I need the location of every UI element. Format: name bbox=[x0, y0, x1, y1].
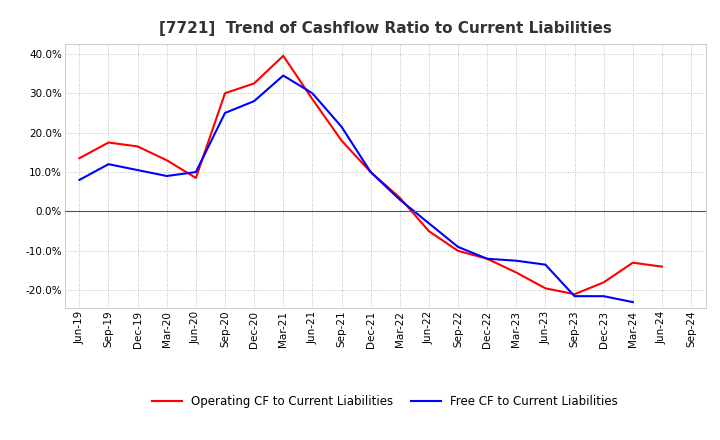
Free CF to Current Liabilities bbox=[483, 256, 492, 261]
Free CF to Current Liabilities bbox=[454, 244, 462, 249]
Free CF to Current Liabilities bbox=[599, 293, 608, 299]
Free CF to Current Liabilities bbox=[308, 91, 317, 96]
Free CF to Current Liabilities bbox=[104, 161, 113, 167]
Title: [7721]  Trend of Cashflow Ratio to Current Liabilities: [7721] Trend of Cashflow Ratio to Curren… bbox=[159, 21, 611, 36]
Free CF to Current Liabilities bbox=[541, 262, 550, 267]
Operating CF to Current Liabilities bbox=[454, 248, 462, 253]
Operating CF to Current Liabilities bbox=[250, 81, 258, 86]
Free CF to Current Liabilities bbox=[192, 169, 200, 175]
Free CF to Current Liabilities bbox=[279, 73, 287, 78]
Free CF to Current Liabilities bbox=[133, 168, 142, 173]
Operating CF to Current Liabilities bbox=[220, 91, 229, 96]
Operating CF to Current Liabilities bbox=[570, 292, 579, 297]
Free CF to Current Liabilities bbox=[366, 169, 375, 175]
Free CF to Current Liabilities bbox=[395, 197, 404, 202]
Line: Free CF to Current Liabilities: Free CF to Current Liabilities bbox=[79, 76, 633, 302]
Operating CF to Current Liabilities bbox=[366, 169, 375, 175]
Free CF to Current Liabilities bbox=[570, 293, 579, 299]
Operating CF to Current Liabilities bbox=[541, 286, 550, 291]
Operating CF to Current Liabilities bbox=[104, 140, 113, 145]
Line: Operating CF to Current Liabilities: Operating CF to Current Liabilities bbox=[79, 56, 662, 294]
Operating CF to Current Liabilities bbox=[425, 228, 433, 234]
Operating CF to Current Liabilities bbox=[192, 175, 200, 180]
Free CF to Current Liabilities bbox=[220, 110, 229, 116]
Operating CF to Current Liabilities bbox=[395, 195, 404, 200]
Operating CF to Current Liabilities bbox=[163, 158, 171, 163]
Operating CF to Current Liabilities bbox=[337, 138, 346, 143]
Free CF to Current Liabilities bbox=[629, 300, 637, 305]
Operating CF to Current Liabilities bbox=[629, 260, 637, 265]
Operating CF to Current Liabilities bbox=[133, 144, 142, 149]
Operating CF to Current Liabilities bbox=[599, 280, 608, 285]
Free CF to Current Liabilities bbox=[337, 124, 346, 129]
Free CF to Current Liabilities bbox=[512, 258, 521, 264]
Free CF to Current Liabilities bbox=[75, 177, 84, 183]
Free CF to Current Liabilities bbox=[163, 173, 171, 179]
Operating CF to Current Liabilities bbox=[75, 156, 84, 161]
Legend: Operating CF to Current Liabilities, Free CF to Current Liabilities: Operating CF to Current Liabilities, Fre… bbox=[148, 391, 623, 413]
Operating CF to Current Liabilities bbox=[512, 270, 521, 275]
Operating CF to Current Liabilities bbox=[308, 96, 317, 102]
Operating CF to Current Liabilities bbox=[279, 53, 287, 59]
Free CF to Current Liabilities bbox=[425, 220, 433, 226]
Free CF to Current Liabilities bbox=[250, 99, 258, 104]
Operating CF to Current Liabilities bbox=[483, 256, 492, 261]
Operating CF to Current Liabilities bbox=[657, 264, 666, 269]
